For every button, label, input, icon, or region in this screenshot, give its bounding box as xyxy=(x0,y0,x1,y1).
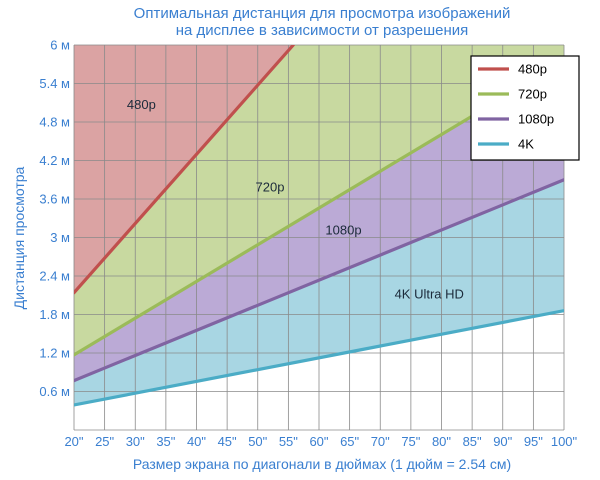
x-tick-label-2: 30" xyxy=(126,434,145,449)
x-tick-label-10: 70" xyxy=(371,434,390,449)
x-tick-label-13: 85" xyxy=(463,434,482,449)
y-tick-label-8: 5.4 м xyxy=(39,76,70,91)
x-tick-label-14: 90" xyxy=(493,434,512,449)
y-tick-label-3: 2.4 м xyxy=(39,269,70,284)
chart-title-line-2: на дисплее в зависимости от разрешения xyxy=(176,22,469,39)
y-tick-label-2: 1.8 м xyxy=(39,307,70,322)
legend-items: 480p 720p 1080p 4K xyxy=(478,62,554,152)
region-label-720p: 720p xyxy=(256,179,285,194)
x-tick-label-0: 20" xyxy=(64,434,83,449)
legend-label-1080p: 1080p xyxy=(518,112,554,127)
x-axis-ticks: 20" 25" 30" 35" 40" 45" 50" 55" 60" 65" 70" 75" 80" 8… xyxy=(64,434,577,449)
x-tick-label-11: 75" xyxy=(401,434,420,449)
y-tick-label-0: 0.6 м xyxy=(39,384,70,399)
x-tick-label-3: 35" xyxy=(156,434,175,449)
series-line-480p xyxy=(74,45,295,295)
series-line-1080p xyxy=(74,178,564,383)
x-tick-label-5: 45" xyxy=(218,434,237,449)
region-label-1080p: 1080p xyxy=(325,222,361,237)
legend-item-4k: 4K xyxy=(478,137,534,152)
chart-title: Оптимальная дистанция для просмотра изоб… xyxy=(134,5,511,39)
legend-item-720p: 720p xyxy=(478,87,547,102)
y-tick-label-9: 6 м xyxy=(50,38,70,53)
x-tick-label-6: 50" xyxy=(248,434,267,449)
region-label-4k-ultra-hd: 4K Ultra HD xyxy=(395,286,464,301)
region-labels: 480p 720p 1080p 4K Ultra HD xyxy=(127,97,464,301)
x-tick-label-4: 40" xyxy=(187,434,206,449)
legend-label-4k: 4K xyxy=(518,137,534,152)
x-tick-label-9: 65" xyxy=(340,434,359,449)
x-tick-label-8: 60" xyxy=(309,434,328,449)
series-line-4k xyxy=(74,309,564,407)
legend-label-720p: 720p xyxy=(518,87,547,102)
x-tick-label-1: 25" xyxy=(95,434,114,449)
y-tick-label-7: 4.8 м xyxy=(39,115,70,130)
legend: 480p 720p 1080p 4K xyxy=(470,55,580,161)
y-tick-label-6: 4.2 м xyxy=(39,153,70,168)
x-tick-label-15: 95" xyxy=(524,434,543,449)
y-axis-title: Дистанция просмотра xyxy=(11,166,27,309)
y-tick-label-5: 3.6 м xyxy=(39,192,70,207)
x-tick-label-7: 55" xyxy=(279,434,298,449)
y-tick-label-1: 1.2 м xyxy=(39,346,70,361)
region-label-480p: 480p xyxy=(127,97,156,112)
y-axis-ticks: 0.6 м 1.2 м 1.8 м 2.4 м 3 м 3.6 м 4.2 м 4.8 м 5.… xyxy=(39,38,70,400)
legend-item-480p: 480p xyxy=(478,62,547,77)
y-tick-label-4: 3 м xyxy=(50,230,70,245)
legend-item-1080p: 1080p xyxy=(478,112,554,127)
x-tick-label-16: 100" xyxy=(551,434,578,449)
legend-label-480p: 480p xyxy=(518,62,547,77)
x-axis-title: Размер экрана по диагонали в дюймах (1 д… xyxy=(133,456,511,472)
x-tick-label-12: 80" xyxy=(432,434,451,449)
chart-title-line-1: Оптимальная дистанция для просмотра изоб… xyxy=(134,5,511,22)
